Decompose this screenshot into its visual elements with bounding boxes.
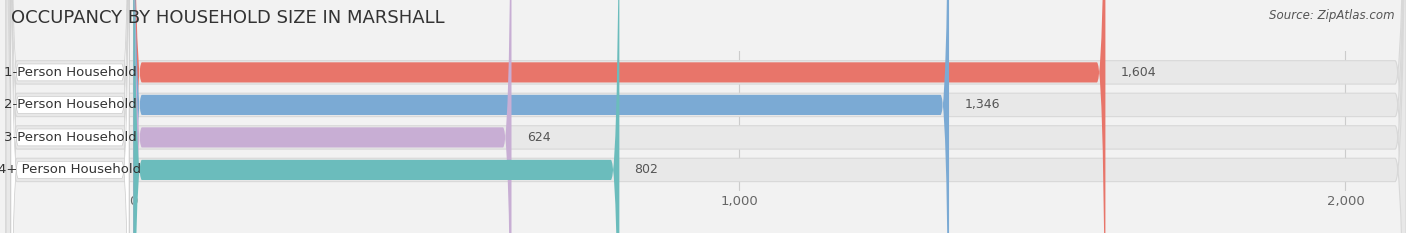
- FancyBboxPatch shape: [11, 0, 129, 233]
- FancyBboxPatch shape: [134, 0, 949, 233]
- FancyBboxPatch shape: [11, 0, 129, 233]
- FancyBboxPatch shape: [6, 0, 1406, 233]
- FancyBboxPatch shape: [6, 0, 1406, 233]
- Text: 1,346: 1,346: [965, 98, 1000, 111]
- Text: 2-Person Household: 2-Person Household: [4, 98, 136, 111]
- Text: 1,604: 1,604: [1121, 66, 1156, 79]
- FancyBboxPatch shape: [11, 0, 129, 233]
- FancyBboxPatch shape: [11, 0, 129, 233]
- Text: 4+ Person Household: 4+ Person Household: [0, 163, 142, 176]
- Text: 1-Person Household: 1-Person Household: [4, 66, 136, 79]
- FancyBboxPatch shape: [134, 0, 1105, 233]
- Text: 802: 802: [634, 163, 658, 176]
- Text: 3-Person Household: 3-Person Household: [4, 131, 136, 144]
- Text: 624: 624: [527, 131, 550, 144]
- FancyBboxPatch shape: [6, 0, 1406, 233]
- Text: OCCUPANCY BY HOUSEHOLD SIZE IN MARSHALL: OCCUPANCY BY HOUSEHOLD SIZE IN MARSHALL: [11, 9, 444, 27]
- FancyBboxPatch shape: [134, 0, 512, 233]
- Text: Source: ZipAtlas.com: Source: ZipAtlas.com: [1270, 9, 1395, 22]
- FancyBboxPatch shape: [6, 0, 1406, 233]
- FancyBboxPatch shape: [134, 0, 620, 233]
